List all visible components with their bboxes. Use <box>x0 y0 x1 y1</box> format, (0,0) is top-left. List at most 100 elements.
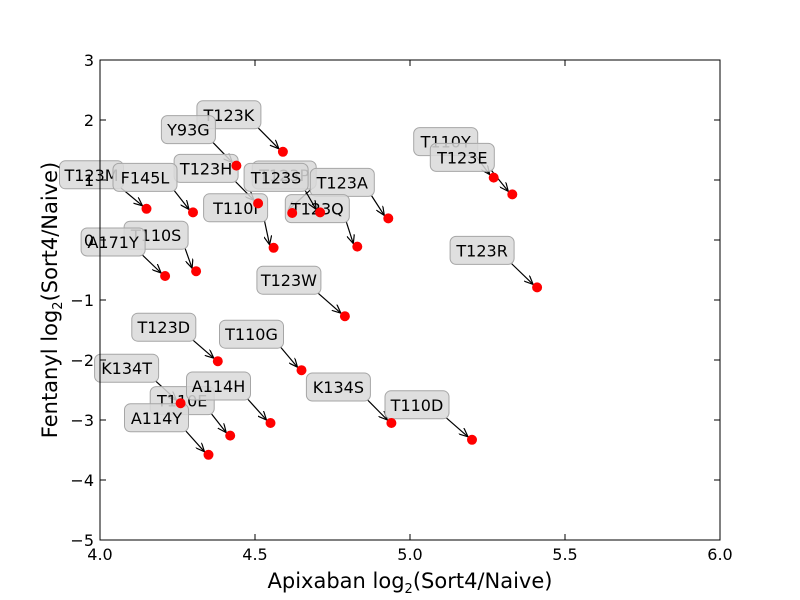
annotation-box <box>112 162 178 192</box>
annotation-label: K134S <box>313 378 364 397</box>
annotation-label: Y93G <box>166 121 210 140</box>
annotation-a114y: A114Y <box>124 403 205 452</box>
annotation-arrow <box>279 346 297 367</box>
annotation-box <box>449 235 515 265</box>
annotation-box <box>94 353 160 383</box>
data-point-t123e <box>507 189 518 200</box>
annotation-arrow <box>192 339 214 358</box>
data-point-t110y <box>488 172 499 183</box>
data-point-t123r <box>532 282 543 293</box>
x-axis-label: Apixaban log2(Sort4/Naive) <box>268 569 553 597</box>
annotation-t123m: T123M <box>59 160 143 206</box>
annotation-t123s: T123S <box>243 162 316 209</box>
annotation-box <box>305 372 371 402</box>
annotation-box <box>160 115 216 145</box>
data-point-t110d <box>467 434 477 445</box>
annotation-arrow <box>317 292 341 313</box>
annotation-label: T110I <box>212 199 258 218</box>
annotation-label: K134T <box>101 359 152 378</box>
y-tick-label: −4 <box>70 471 94 490</box>
points-layer <box>141 146 543 460</box>
annotation-label: T123D <box>136 318 190 337</box>
annotation-label: T110D <box>390 396 444 415</box>
x-tick-label: 5.0 <box>397 545 422 564</box>
annotation-t123d: T123D <box>131 312 214 358</box>
x-tick-label: 4.0 <box>87 545 112 564</box>
data-point-t110i <box>268 242 279 253</box>
data-point-f145l <box>188 207 198 218</box>
y-tick-label: −2 <box>70 351 94 370</box>
annotation-arrow <box>184 429 204 451</box>
data-point-t123d <box>212 356 223 367</box>
y-axis-label: Fentanyl log2(Sort4/Naive) <box>38 162 66 438</box>
annotation-t123h: T123H <box>173 153 254 200</box>
annotation-t123q: T123Q <box>284 194 353 244</box>
data-point-t123w <box>339 311 350 322</box>
data-point-t110s <box>191 266 202 277</box>
annotation-label: T123S <box>250 168 301 187</box>
annotation-k134s: K134S <box>305 372 387 420</box>
ticks-layer: 4.0 4.5 5.0 5.5 6.0 3 2 1 0 −1 −2 −3 −4 −5 <box>70 51 732 564</box>
data-point-k134s <box>386 418 397 428</box>
annotation-label: T123W <box>260 271 317 290</box>
annotation-box <box>429 142 495 172</box>
annotation-label: A114Y <box>131 409 182 428</box>
annotation-arrow <box>510 262 533 284</box>
annotation-box <box>384 390 450 420</box>
annotation-label: T123R <box>455 241 507 260</box>
annotation-f145l: F145L <box>112 162 189 209</box>
annotation-t110d: T110D <box>384 390 468 437</box>
data-point-t123q <box>352 241 363 252</box>
annotation-t110i: T110I <box>203 193 270 245</box>
annotation-label: T123H <box>179 159 232 178</box>
annotation-t123a: T123A <box>309 167 384 215</box>
annotation-label: F145L <box>121 168 170 187</box>
annotation-box <box>219 319 284 349</box>
annotation-arrow <box>304 189 316 209</box>
annotation-box <box>203 193 269 223</box>
data-point-y93g <box>231 160 242 171</box>
annotation-label: T110G <box>224 325 278 344</box>
data-point-t123h <box>253 198 264 209</box>
annotation-arrow <box>445 416 468 436</box>
y-tick-label: −1 <box>70 291 94 310</box>
x-tick-label: 4.5 <box>242 545 267 564</box>
data-point-a114y <box>203 449 214 460</box>
annotation-box <box>186 371 251 401</box>
data-point-t123s <box>315 207 326 218</box>
y-tick-label: 3 <box>84 51 94 70</box>
y-tick-label: 0 <box>84 231 94 250</box>
annotation-a114h: A114H <box>186 371 267 420</box>
annotation-arrow <box>141 254 161 273</box>
data-point-t110g <box>296 365 307 376</box>
data-point-t123k <box>277 146 288 157</box>
annotation-k134t: K134T <box>94 353 177 400</box>
annotation-t123w: T123W <box>256 265 341 313</box>
annotation-label: A171Y <box>87 233 138 252</box>
annotation-t123e: T123E <box>429 142 508 191</box>
annotation-t123r: T123R <box>449 235 533 284</box>
annotation-arrow <box>210 412 226 432</box>
annotation-arrow <box>345 221 353 243</box>
y-tick-label: −5 <box>70 531 94 550</box>
x-tick-label: 5.5 <box>552 545 577 564</box>
data-point-a114h <box>265 418 276 428</box>
annotation-t110g: T110G <box>219 319 298 367</box>
annotation-arrow <box>264 220 269 244</box>
annotation-box <box>124 403 189 433</box>
annotation-box <box>243 162 309 192</box>
data-point-t110e <box>225 430 236 441</box>
y-tick-label: 1 <box>84 171 94 190</box>
annotation-arrow <box>366 399 387 420</box>
data-point-t123a <box>383 213 394 224</box>
annotation-label: T123E <box>436 148 487 167</box>
annotation-label: A114H <box>192 377 246 396</box>
annotation-arrow <box>246 398 266 420</box>
data-point-t123p <box>287 208 298 218</box>
annotation-arrow <box>173 189 189 209</box>
annotation-arrow <box>257 126 279 148</box>
annotation-arrow <box>184 247 192 268</box>
annotation-label: T123A <box>316 173 368 192</box>
annotation-box <box>256 265 322 295</box>
